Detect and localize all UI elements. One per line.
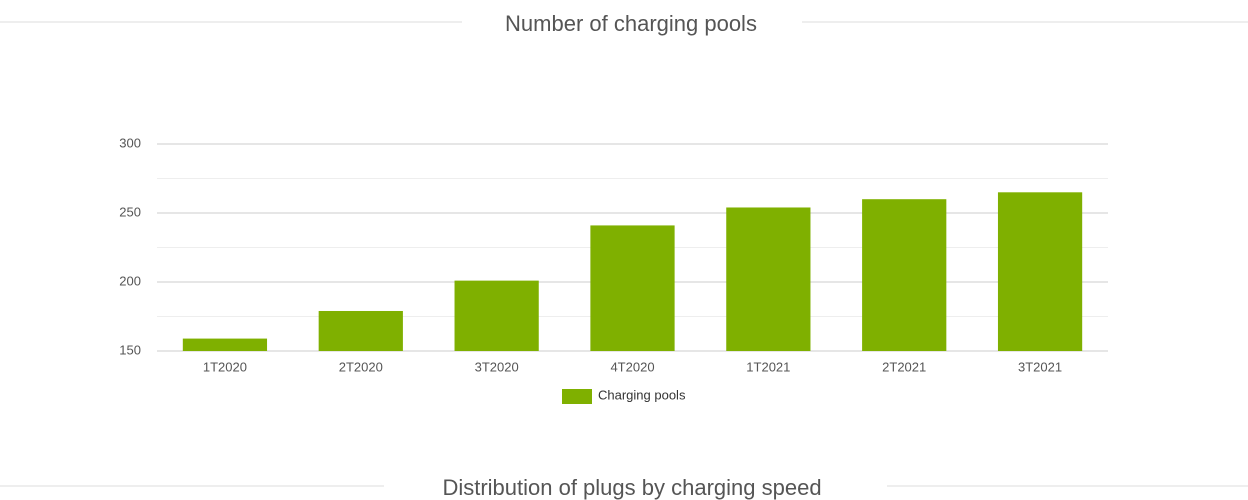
x-tick-label: 3T2021 — [1018, 359, 1062, 374]
legend-label: Charging pools — [598, 387, 686, 402]
x-tick-label: 2T2020 — [339, 359, 383, 374]
chart-title: Number of charging pools — [505, 11, 757, 36]
y-tick-label: 300 — [119, 135, 141, 150]
x-tick-label: 3T2020 — [475, 359, 519, 374]
section-title: Distribution of plugs by charging speed — [442, 475, 821, 500]
legend-swatch — [562, 389, 592, 404]
bar — [726, 207, 811, 351]
bar — [182, 338, 268, 351]
bar — [997, 192, 1083, 351]
bar — [318, 310, 403, 351]
x-tick-label: 4T2020 — [610, 359, 654, 374]
bar — [454, 280, 539, 351]
x-tick-label: 1T2021 — [746, 359, 790, 374]
x-tick-label: 2T2021 — [882, 359, 926, 374]
y-tick-label: 250 — [119, 204, 141, 219]
x-tick-label: 1T2020 — [203, 359, 247, 374]
bar — [862, 199, 947, 351]
y-tick-label: 200 — [119, 273, 141, 288]
y-tick-label: 150 — [119, 342, 141, 357]
bar — [590, 225, 675, 351]
